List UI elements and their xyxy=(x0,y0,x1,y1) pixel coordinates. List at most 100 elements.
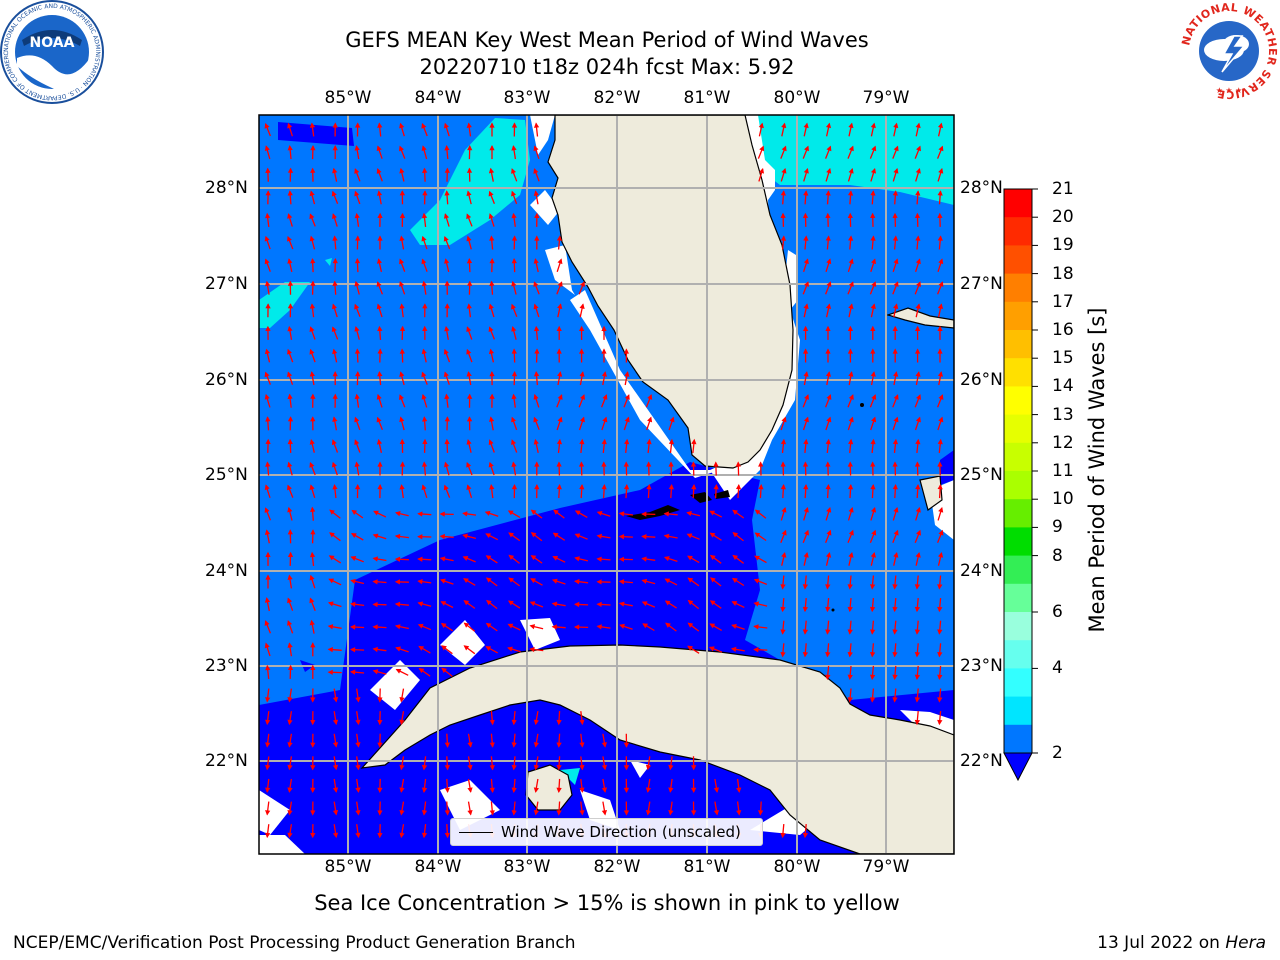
wind-wave-arrow-head xyxy=(803,552,809,558)
wind-wave-arrow-head xyxy=(530,509,537,515)
wind-wave-arrow-head xyxy=(668,787,674,793)
lat-label-left: 28°N xyxy=(205,178,248,198)
wind-wave-arrow-head xyxy=(533,281,539,287)
wind-wave-arrow-head xyxy=(287,461,293,468)
wind-wave-arrow-head xyxy=(892,438,899,445)
colorbar-segment xyxy=(1004,189,1032,218)
wind-wave-arrow-head xyxy=(579,438,585,445)
lon-label-top: 79°W xyxy=(862,88,910,108)
wind-wave-arrow-head xyxy=(349,669,356,675)
wind-wave-arrow-head xyxy=(534,348,540,354)
wind-wave-arrow-head xyxy=(399,696,405,703)
wind-wave-arrow-head xyxy=(780,483,786,490)
wind-wave-arrow-head xyxy=(265,664,271,671)
wind-wave-arrow-head xyxy=(709,510,716,516)
wind-wave-arrow-head xyxy=(399,719,405,726)
wind-wave-arrow-head xyxy=(350,578,356,585)
wind-wave-arrow-head xyxy=(399,484,405,490)
wind-wave-arrow-head xyxy=(485,555,492,561)
wind-wave-arrow-head xyxy=(287,484,292,491)
wind-wave-arrow-head xyxy=(781,529,787,536)
wind-wave-arrow-head xyxy=(664,578,671,584)
wind-wave-arrow-head xyxy=(870,506,877,513)
wind-wave-arrow-head xyxy=(395,646,401,652)
wind-wave-arrow-head xyxy=(489,280,495,286)
wind-wave-arrow-head xyxy=(556,438,563,445)
wind-wave-arrow-head xyxy=(332,696,339,703)
wind-wave-arrow-head xyxy=(489,765,495,771)
wind-wave-arrow-head xyxy=(443,122,449,129)
wind-wave-arrow-head xyxy=(663,511,669,517)
wind-wave-arrow-head xyxy=(623,348,630,354)
wind-wave-arrow-head xyxy=(355,787,361,793)
wind-wave-arrow-head xyxy=(690,461,697,467)
colorbar-segment xyxy=(1004,414,1032,444)
wind-wave-arrow-head xyxy=(422,303,428,309)
wind-wave-arrow-head xyxy=(937,438,943,445)
wind-wave-arrow-head xyxy=(287,393,293,400)
wind-wave-arrow-head xyxy=(847,584,853,590)
wind-wave-arrow-head xyxy=(736,787,742,794)
wind-wave-arrow-head xyxy=(915,122,921,129)
wind-wave-arrow-head xyxy=(758,122,764,129)
wind-wave-arrow-head xyxy=(803,438,809,445)
colorbar-segment xyxy=(1004,696,1032,726)
wind-wave-arrow-head xyxy=(511,303,516,310)
lat-label-right: 23°N xyxy=(960,656,1003,676)
wind-wave-arrow-head xyxy=(915,506,921,513)
wind-wave-arrow-head xyxy=(533,416,539,423)
wind-wave-arrow-head xyxy=(484,510,491,516)
wind-wave-arrow-head xyxy=(287,664,294,671)
wind-wave-arrow-head xyxy=(511,810,517,816)
wind-wave-arrow-head xyxy=(331,439,337,446)
wind-wave-arrow-head xyxy=(377,235,383,241)
wind-wave-arrow-head xyxy=(441,667,447,673)
wind-wave-arrow-head xyxy=(602,416,608,423)
wind-wave-arrow-head xyxy=(508,532,514,538)
wind-wave-arrow-head xyxy=(533,190,539,196)
wind-wave-arrow-head xyxy=(489,483,495,490)
wind-wave-arrow-head xyxy=(687,622,694,628)
wind-wave-arrow-head xyxy=(731,601,738,606)
wind-wave-arrow-head xyxy=(287,144,293,151)
wind-wave-arrow-head xyxy=(847,483,854,490)
lon-label-top: 81°W xyxy=(683,88,731,108)
wind-wave-arrow-head xyxy=(914,584,921,590)
wind-wave-arrow-head xyxy=(377,719,383,726)
wind-wave-arrow-head xyxy=(309,303,316,309)
wind-wave-arrow-head xyxy=(349,647,356,653)
wind-wave-arrow-head xyxy=(394,579,401,585)
wind-wave-arrow-head xyxy=(551,578,558,584)
wind-wave-arrow-head xyxy=(826,281,832,287)
wind-wave-arrow-head xyxy=(421,787,428,793)
wind-wave-arrow-head xyxy=(264,145,270,152)
wind-wave-arrow-head xyxy=(489,235,495,241)
wind-wave-arrow-head xyxy=(264,235,270,242)
colorbar-tick-label: 2 xyxy=(1052,743,1063,763)
wind-wave-arrow-head xyxy=(287,235,292,242)
wind-wave-arrow-head xyxy=(937,697,943,703)
wind-wave-arrow-head xyxy=(552,532,559,538)
wind-wave-arrow-head xyxy=(893,394,899,400)
wind-wave-arrow-head xyxy=(310,167,316,173)
wind-wave-arrow-head xyxy=(713,461,719,467)
wind-wave-arrow-head xyxy=(355,235,361,241)
wind-wave-arrow-head xyxy=(310,416,316,422)
wind-wave-arrow-head xyxy=(399,145,404,152)
wind-wave-arrow-head xyxy=(287,167,294,173)
wind-wave-arrow-head xyxy=(355,719,361,726)
wind-wave-arrow-head xyxy=(732,554,738,561)
wind-wave-arrow-head xyxy=(870,167,877,174)
wind-wave-arrow-head xyxy=(439,556,446,562)
wind-wave-arrow-head xyxy=(443,484,449,491)
wind-wave-arrow-head xyxy=(529,646,535,653)
lon-label-top: 85°W xyxy=(324,88,372,108)
wind-wave-arrow-head xyxy=(264,620,270,626)
colorbar-tick-label: 13 xyxy=(1052,404,1074,425)
wind-wave-arrow-head xyxy=(893,167,899,174)
colorbar-tick-label: 16 xyxy=(1052,320,1074,340)
wind-wave-arrow-head xyxy=(557,303,563,309)
wind-wave-arrow-head xyxy=(645,787,652,793)
colorbar-segment xyxy=(1004,612,1032,641)
wind-wave-arrow-head xyxy=(394,556,401,562)
